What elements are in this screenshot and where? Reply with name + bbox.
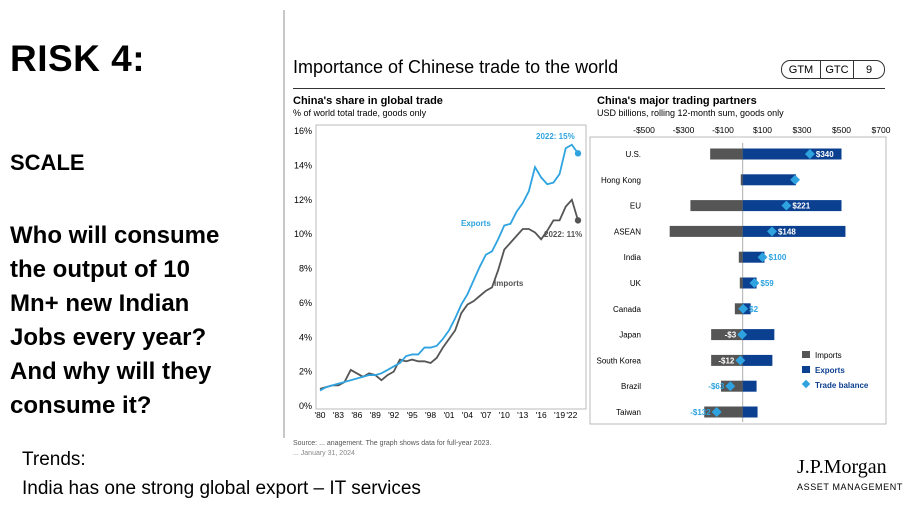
question-line: Mn+ new Indian <box>10 290 190 317</box>
slide-divider <box>283 10 285 438</box>
risk-subtitle: SCALE <box>10 150 85 175</box>
question-line: Who will consume <box>10 222 220 249</box>
slide-title: Importance of Chinese trade to the world <box>293 57 619 77</box>
badge-gtm: GTM <box>781 60 821 79</box>
trend-item: India has one strong global export – IT … <box>22 478 421 499</box>
question-line: And why will they <box>10 358 212 385</box>
question-line: the output of 10 <box>10 256 190 283</box>
line-chart-subtitle: % of world total trade, goods only <box>293 108 427 118</box>
question-line: Jobs every year? <box>10 324 207 351</box>
bar-chart-title: China's major trading partners <box>597 95 757 107</box>
slide-footnote-date: ... January 31, 2024 <box>293 450 355 457</box>
line-chart-title: China's share in global trade <box>293 95 443 107</box>
risk-title: RISK 4: <box>10 38 146 79</box>
slide-footnote: Source: ... anagement. The graph shows d… <box>293 440 492 447</box>
jpmorgan-logo: J.P.Morgan <box>797 456 887 478</box>
question-line: consume it? <box>10 392 152 419</box>
title-divider <box>293 88 885 89</box>
jpmorgan-logo-subtitle: ASSET MANAGEMENT <box>797 482 903 492</box>
badge-page-number: 9 <box>853 60 885 79</box>
slide-notes: RISK 4: SCALE Who will consume the outpu… <box>0 0 285 440</box>
bar-chart-subtitle: USD billions, rolling 12-month sum, good… <box>597 108 784 118</box>
trends-label: Trends: <box>22 449 86 470</box>
badge-gtc: GTC <box>820 60 854 79</box>
